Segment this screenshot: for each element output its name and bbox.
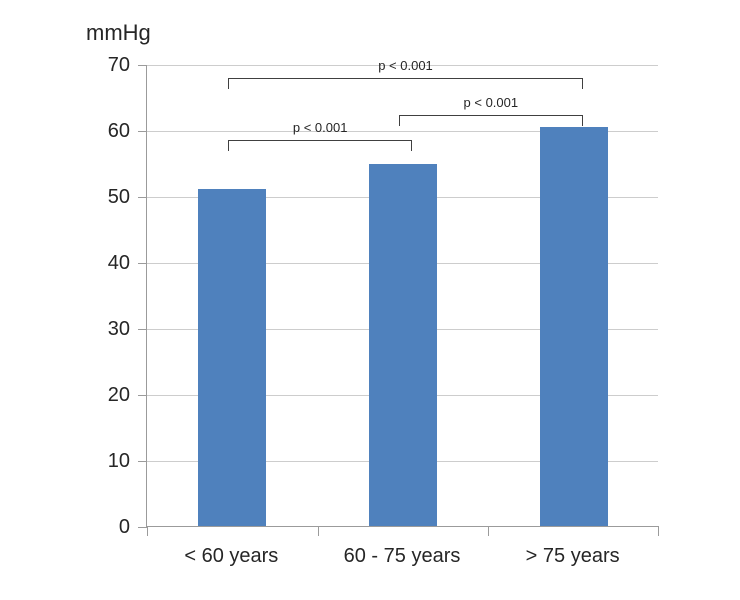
significance-bracket [228,78,583,90]
plot-area: p < 0.001 p < 0.001 p < 0.001 [138,58,659,536]
y-axis-tick [138,196,147,198]
significance-label: p < 0.001 [463,94,519,110]
y-tick-label: 20 [107,384,130,406]
x-category-label: > 75 years [525,545,620,567]
y-axis-tick [138,262,147,264]
x-axis-tick [658,526,659,536]
y-axis-tick [138,64,147,66]
gridline [147,64,658,66]
x-category-label: < 60 years [184,545,279,567]
significance-bracket [228,140,412,152]
y-axis-tick [138,460,147,462]
y-tick-label: 50 [107,186,130,208]
y-tick-label: 40 [107,252,130,274]
y-tick-label: 10 [107,450,130,472]
y-tick-label: 60 [107,120,130,142]
x-axis-tick [488,526,490,536]
y-tick-label: 70 [107,54,130,76]
x-category-label: 60 - 75 years [343,545,461,567]
y-axis-tick [138,394,147,396]
y-axis-tick [138,328,147,330]
y-axis-tick [138,526,147,528]
x-axis-tick [317,526,319,536]
bar [198,189,267,526]
gridline [147,130,658,132]
y-tick-label: 0 [118,516,130,538]
significance-bracket [399,114,583,126]
bar [539,126,608,526]
significance-label: p < 0.001 [292,120,348,136]
x-axis-tick [147,526,148,536]
significance-label: p < 0.001 [378,58,433,74]
bar [369,164,437,526]
y-axis-tick [138,130,147,132]
y-tick-label: 30 [107,318,130,340]
y-axis-unit-label: mmHg [86,20,151,45]
